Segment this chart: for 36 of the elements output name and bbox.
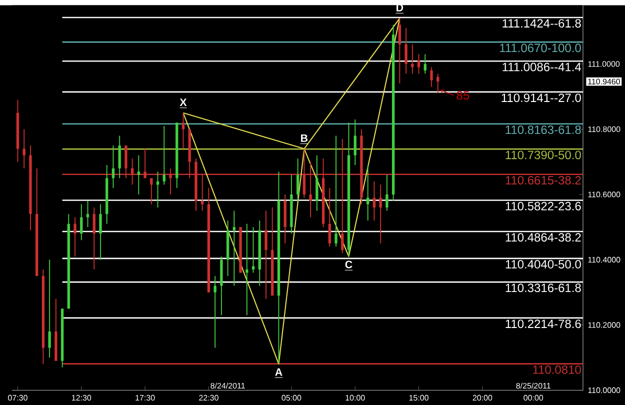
annotation: 85 — [456, 91, 470, 100]
ref-line-label: 110.2214-78.6 — [506, 319, 581, 328]
annotation: C — [345, 260, 352, 268]
y-tick-label: 110.0000 — [588, 387, 620, 393]
ref-line-label: 110.5822-23.6 — [506, 202, 581, 210]
y-tick-label: 110.2000 — [588, 322, 620, 328]
y-tick-label: 110.4000 — [588, 256, 620, 262]
x-tick-label: 12:30 — [72, 394, 92, 400]
ref-line-label: 110.6615-38.2 — [506, 176, 581, 184]
ref-line-label: 110.0810 — [533, 365, 581, 374]
y-tick-label: 110.6000 — [588, 192, 620, 198]
ref-line-label: 110.9141--27.0 — [502, 93, 581, 102]
x-tick-label: 00:00 — [524, 394, 544, 400]
y-tick-label: 110.8000 — [588, 126, 620, 132]
x-tick-label: 07:30 — [8, 394, 28, 400]
x-tick-label: 22:30 — [199, 394, 218, 400]
ref-line-label: 111.0670-100.0 — [500, 44, 581, 52]
y-tick-label: 111.0000 — [588, 61, 620, 67]
x-tick-label: 05:00 — [282, 394, 302, 400]
text: 110.9460 — [588, 78, 620, 84]
annotation: A — [275, 368, 282, 376]
x-tick-label: 10:00 — [346, 394, 365, 400]
ref-line-label: 110.3316-61.8 — [506, 284, 581, 292]
annotation: 8/25/2011 — [516, 382, 550, 389]
x-tick-label: 20:00 — [472, 394, 492, 400]
annotation: 8/24/2011 — [210, 382, 245, 389]
annotation: X — [180, 98, 187, 106]
x-tick-label: 15:00 — [409, 394, 428, 400]
ref-line-label: 110.4864-38.2 — [506, 233, 581, 242]
annotation: B — [301, 134, 308, 142]
x-tick-label: 17:30 — [136, 394, 155, 400]
ref-line-label: 111.0086--41.4 — [502, 62, 582, 72]
ref-line-label: 110.8163-61.8 — [506, 125, 581, 134]
ref-line-label: 111.1424--61.8 — [502, 18, 581, 28]
ref-line-label: 110.4040-50.0 — [506, 260, 581, 268]
ref-line-label: 110.7390-50.0 — [506, 150, 581, 160]
